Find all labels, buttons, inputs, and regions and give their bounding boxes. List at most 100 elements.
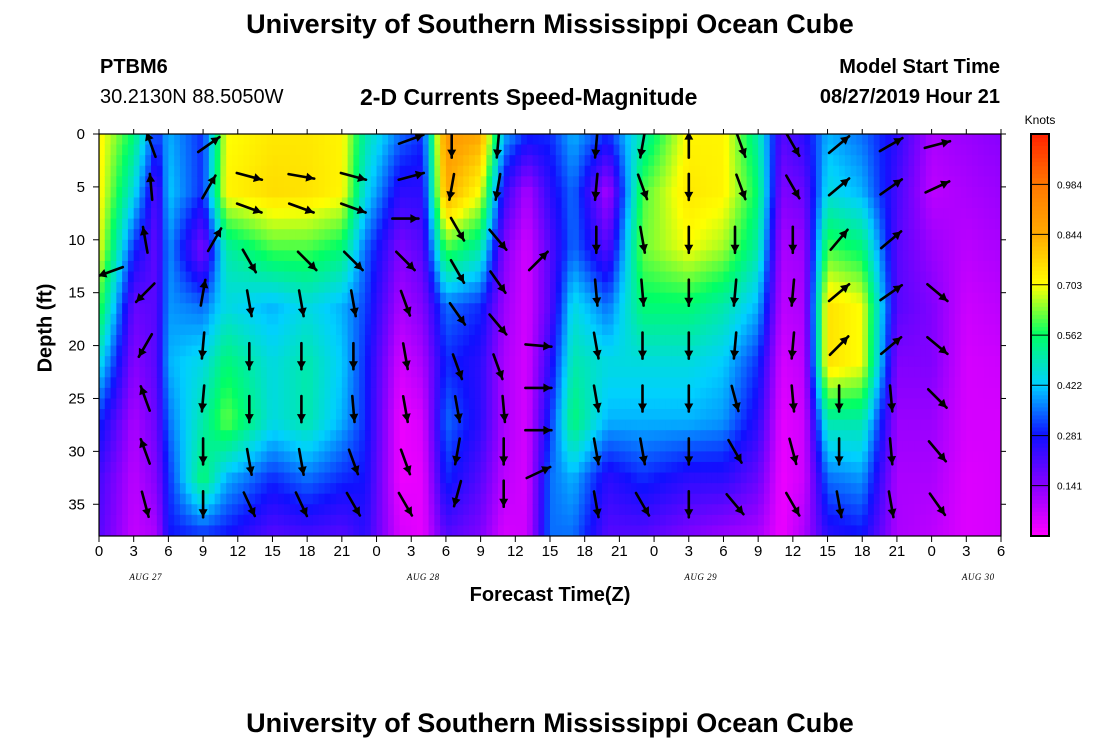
heatmap-cell (792, 377, 800, 389)
heatmap-cell (810, 313, 817, 326)
heatmap-cell (318, 134, 326, 146)
heatmap-cell (688, 387, 696, 400)
heatmap-cell (428, 377, 435, 389)
heatmap-cell (445, 176, 453, 188)
heatmap-cell (746, 134, 753, 146)
heatmap-cell (382, 324, 389, 336)
heatmap-cell (417, 366, 424, 378)
heatmap-cell (775, 387, 782, 400)
heatmap-cell (208, 271, 216, 283)
heatmap-cell (590, 440, 597, 452)
heatmap-cell (607, 398, 615, 410)
heatmap-cell (717, 176, 725, 188)
heatmap-cell (758, 356, 765, 368)
heatmap-cell (717, 504, 725, 516)
heatmap-cell (555, 504, 563, 516)
heatmap-cell (388, 250, 395, 262)
heatmap-cell (393, 134, 401, 146)
heatmap-cell (746, 493, 753, 505)
heatmap-cell (596, 282, 603, 294)
heatmap-cell (116, 409, 123, 421)
heatmap-cell (717, 208, 725, 220)
heatmap-cell (503, 345, 511, 357)
heatmap-cell (151, 345, 158, 357)
heatmap-cell (619, 292, 626, 304)
heatmap-cell (573, 282, 580, 294)
heatmap-cell (289, 472, 297, 484)
heatmap-cell (220, 250, 227, 262)
heatmap-cell (688, 250, 696, 262)
heatmap-cell (463, 472, 470, 484)
heatmap-cell (497, 377, 505, 389)
heatmap-cell (226, 271, 233, 283)
heatmap-cell (561, 239, 568, 251)
heatmap-cell (179, 493, 187, 505)
heatmap-cell (376, 472, 383, 484)
heatmap-cell (607, 313, 615, 326)
heatmap-cell (538, 440, 545, 452)
heatmap-cell (596, 197, 603, 209)
heatmap-cell (671, 208, 678, 220)
heatmap-cell (827, 176, 834, 188)
heatmap-cell (850, 134, 858, 146)
heatmap-cell (758, 176, 765, 188)
heatmap-cell (758, 504, 765, 516)
heatmap-cell (515, 324, 522, 336)
heatmap-cell (191, 387, 198, 400)
heatmap-cell (573, 451, 580, 463)
heatmap-cell (359, 313, 366, 326)
heatmap-cell (671, 483, 678, 495)
heatmap-cell (758, 335, 765, 347)
heatmap-cell (185, 324, 193, 336)
heatmap-cell (555, 483, 563, 495)
heatmap-cell (145, 525, 152, 536)
heatmap-cell (596, 483, 603, 495)
heatmap-cell (393, 218, 401, 230)
heatmap-cell (284, 461, 291, 474)
heatmap-cell (573, 430, 580, 442)
heatmap-cell (162, 271, 169, 283)
heatmap-cell (480, 176, 487, 188)
heatmap-cell (827, 271, 834, 283)
heatmap-cell (821, 155, 829, 167)
heatmap-cell (735, 208, 742, 220)
heatmap-cell (411, 250, 418, 262)
heatmap-cell (578, 239, 586, 251)
heatmap-cell (445, 409, 453, 421)
heatmap-cell (775, 483, 782, 495)
heatmap-cell (231, 292, 239, 304)
heatmap-cell (521, 377, 528, 389)
heatmap-cell (526, 250, 534, 262)
heatmap-cell (735, 313, 742, 326)
heatmap-cell (318, 218, 326, 230)
heatmap-cell (521, 250, 528, 262)
heatmap-cell (740, 282, 748, 294)
heatmap-cell (642, 387, 649, 400)
heatmap-cell (642, 461, 649, 474)
heatmap-cell (740, 271, 748, 283)
heatmap-cell (781, 356, 788, 368)
heatmap-cell (538, 525, 545, 536)
heatmap-cell (295, 472, 302, 484)
heatmap-cell (457, 324, 464, 336)
heatmap-cell (625, 514, 632, 527)
heatmap-cell (659, 430, 667, 442)
heatmap-cell (538, 461, 545, 474)
heatmap-cell (636, 377, 644, 389)
heatmap-cell (636, 356, 644, 368)
heatmap-cell (503, 271, 511, 283)
heatmap-cell (237, 186, 245, 199)
heatmap-cell (833, 282, 840, 294)
heatmap-cell (607, 165, 615, 177)
heatmap-cell (521, 303, 528, 315)
heatmap-cell (550, 239, 557, 251)
heatmap-cell (203, 292, 210, 304)
heatmap-cell (185, 387, 193, 400)
heatmap-cell (353, 218, 360, 230)
heatmap-cell (625, 282, 632, 294)
heatmap-cell (706, 430, 713, 442)
heatmap-cell (654, 250, 661, 262)
heatmap-cell (231, 144, 239, 156)
heatmap-cell (694, 377, 701, 389)
heatmap-cell (231, 218, 239, 230)
